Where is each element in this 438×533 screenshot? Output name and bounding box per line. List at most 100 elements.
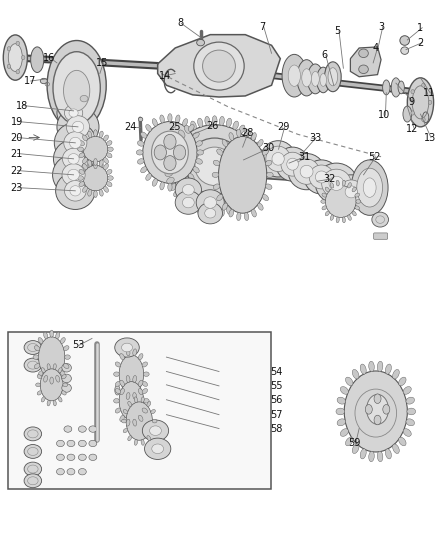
Ellipse shape xyxy=(198,118,203,127)
Ellipse shape xyxy=(377,361,383,372)
Ellipse shape xyxy=(82,187,87,192)
Ellipse shape xyxy=(152,179,157,186)
Text: 18: 18 xyxy=(16,101,28,110)
Ellipse shape xyxy=(400,36,410,45)
Ellipse shape xyxy=(399,437,406,446)
Ellipse shape xyxy=(83,165,108,191)
Ellipse shape xyxy=(99,131,103,138)
Ellipse shape xyxy=(348,183,351,188)
Ellipse shape xyxy=(128,435,132,441)
Text: 10: 10 xyxy=(378,110,390,120)
Ellipse shape xyxy=(53,155,95,195)
Ellipse shape xyxy=(325,187,329,192)
Ellipse shape xyxy=(142,420,169,441)
Ellipse shape xyxy=(237,129,241,137)
Ellipse shape xyxy=(300,165,313,178)
Ellipse shape xyxy=(351,160,388,215)
Ellipse shape xyxy=(188,125,194,131)
Ellipse shape xyxy=(244,213,249,221)
Ellipse shape xyxy=(80,95,88,102)
Ellipse shape xyxy=(56,375,60,382)
Ellipse shape xyxy=(217,195,223,201)
Ellipse shape xyxy=(360,364,366,374)
Ellipse shape xyxy=(138,353,143,360)
Ellipse shape xyxy=(88,189,92,196)
Ellipse shape xyxy=(113,399,120,403)
Ellipse shape xyxy=(24,462,42,476)
PathPatch shape xyxy=(158,35,280,97)
Ellipse shape xyxy=(369,451,374,462)
Ellipse shape xyxy=(179,130,185,138)
Text: 9: 9 xyxy=(409,98,415,107)
Ellipse shape xyxy=(141,132,147,138)
Ellipse shape xyxy=(142,389,148,394)
Ellipse shape xyxy=(360,449,366,459)
Circle shape xyxy=(422,83,425,87)
Ellipse shape xyxy=(252,184,260,190)
Ellipse shape xyxy=(113,372,120,376)
FancyBboxPatch shape xyxy=(374,233,388,239)
Ellipse shape xyxy=(119,382,144,420)
Ellipse shape xyxy=(78,176,84,180)
Ellipse shape xyxy=(226,205,232,214)
Ellipse shape xyxy=(401,47,409,54)
Ellipse shape xyxy=(104,187,109,192)
Ellipse shape xyxy=(205,207,210,216)
Ellipse shape xyxy=(212,116,217,125)
Ellipse shape xyxy=(244,195,251,203)
Ellipse shape xyxy=(134,440,138,445)
Text: 56: 56 xyxy=(271,395,283,405)
Ellipse shape xyxy=(24,358,42,372)
Ellipse shape xyxy=(407,408,416,415)
Ellipse shape xyxy=(82,158,87,164)
Text: 22: 22 xyxy=(11,166,23,175)
Ellipse shape xyxy=(160,115,164,123)
Ellipse shape xyxy=(168,114,172,122)
Ellipse shape xyxy=(57,440,64,447)
Ellipse shape xyxy=(64,181,86,201)
Ellipse shape xyxy=(123,409,128,414)
Circle shape xyxy=(16,70,20,74)
Ellipse shape xyxy=(142,381,148,386)
Ellipse shape xyxy=(24,341,42,354)
Ellipse shape xyxy=(79,141,85,146)
Ellipse shape xyxy=(288,65,300,86)
Ellipse shape xyxy=(64,364,69,368)
Ellipse shape xyxy=(138,380,143,386)
Text: 31: 31 xyxy=(298,152,310,161)
Ellipse shape xyxy=(176,115,180,123)
Ellipse shape xyxy=(50,330,53,337)
Ellipse shape xyxy=(104,135,109,141)
Ellipse shape xyxy=(167,149,174,155)
Ellipse shape xyxy=(325,62,341,92)
Ellipse shape xyxy=(237,213,241,221)
Ellipse shape xyxy=(63,383,67,387)
Ellipse shape xyxy=(383,80,390,95)
Ellipse shape xyxy=(257,156,264,162)
Ellipse shape xyxy=(44,332,48,339)
Ellipse shape xyxy=(126,402,152,440)
Ellipse shape xyxy=(38,337,43,343)
Ellipse shape xyxy=(8,44,22,71)
Ellipse shape xyxy=(288,154,325,190)
Text: 12: 12 xyxy=(406,124,419,134)
Ellipse shape xyxy=(119,355,144,393)
Ellipse shape xyxy=(403,106,412,122)
Text: 14: 14 xyxy=(159,71,171,80)
Ellipse shape xyxy=(281,152,304,176)
Ellipse shape xyxy=(64,105,83,121)
Ellipse shape xyxy=(47,364,50,369)
Ellipse shape xyxy=(94,161,97,169)
Ellipse shape xyxy=(160,182,164,190)
Text: 24: 24 xyxy=(124,122,137,132)
Ellipse shape xyxy=(37,375,42,379)
Ellipse shape xyxy=(356,199,360,203)
Text: 15: 15 xyxy=(96,58,109,68)
Ellipse shape xyxy=(133,376,137,383)
Ellipse shape xyxy=(173,136,180,143)
Ellipse shape xyxy=(89,440,97,447)
PathPatch shape xyxy=(350,47,381,77)
Ellipse shape xyxy=(62,364,71,372)
Ellipse shape xyxy=(62,375,66,379)
Ellipse shape xyxy=(53,400,57,406)
